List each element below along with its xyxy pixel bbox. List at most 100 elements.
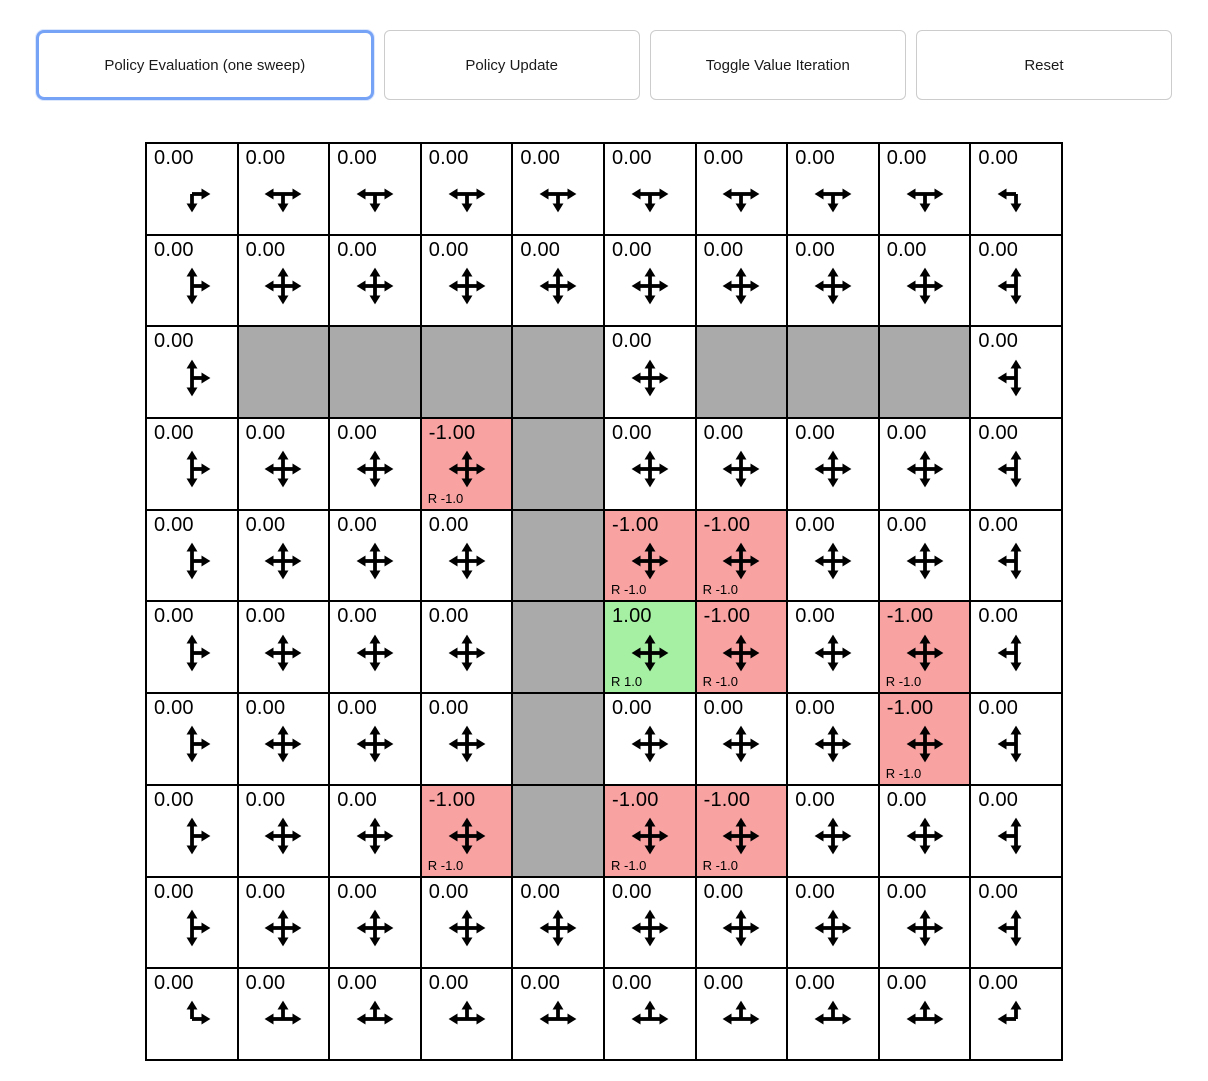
grid-cell-wall — [512, 509, 604, 602]
policy-arrows-icon — [906, 725, 943, 763]
cell-value: 0.00 — [245, 972, 286, 995]
grid-cell: 0.00 — [878, 968, 971, 1060]
cell-value: 0.00 — [611, 330, 652, 353]
cell-value: 0.00 — [520, 880, 561, 903]
grid-cell: 0.00 — [146, 968, 238, 1060]
grid-cell: 0.00 — [237, 784, 330, 877]
grid-cell: -1.00 R -1.0 — [878, 601, 971, 694]
cell-reward: R -1.0 — [610, 582, 647, 598]
policy-arrows-icon — [448, 542, 485, 580]
policy-arrows-icon — [356, 909, 394, 947]
cell-value: 0.00 — [245, 513, 286, 536]
grid-cell: -1.00 R -1.0 — [420, 418, 513, 510]
reset-button[interactable]: Reset — [915, 30, 1172, 100]
grid-cell: 0.00 — [970, 968, 1062, 1060]
policy-arrows-icon — [906, 188, 943, 213]
policy-arrows-icon — [906, 1001, 943, 1025]
cell-value: 0.00 — [703, 422, 744, 445]
cell-value: 0.00 — [611, 972, 652, 995]
grid-cell: -1.00 R -1.0 — [695, 601, 788, 694]
policy-arrows-icon — [264, 634, 302, 672]
cell-value: 0.00 — [154, 972, 194, 995]
policy-arrows-icon — [448, 1001, 485, 1025]
grid-cell: 0.00 — [329, 876, 421, 969]
policy-arrows-icon — [722, 1001, 760, 1025]
toggle-value-iteration-button[interactable]: Toggle Value Iteration — [649, 30, 906, 100]
cell-value: 0.00 — [428, 697, 469, 720]
cell-value: 0.00 — [154, 605, 194, 628]
cell-value: 0.00 — [795, 147, 835, 169]
grid-cell: 0.00 — [787, 509, 879, 602]
cell-value: 0.00 — [245, 788, 286, 811]
cell-value: 0.00 — [245, 422, 286, 445]
grid-cell-wall — [512, 784, 604, 877]
cell-value: 0.00 — [611, 697, 652, 720]
policy-arrows-icon — [356, 725, 394, 763]
cell-value: 0.00 — [886, 422, 927, 445]
policy-arrows-icon — [906, 817, 943, 855]
cell-value: 0.00 — [795, 422, 835, 445]
cell-value: 0.00 — [978, 147, 1019, 169]
grid-cell: -1.00 R -1.0 — [603, 509, 696, 602]
cell-reward: R -1.0 — [885, 765, 922, 781]
grid-cell: 0.00 — [603, 693, 696, 785]
cell-reward: R -1.0 — [427, 490, 464, 506]
policy-arrows-icon — [722, 267, 760, 305]
cell-value: 0.00 — [520, 238, 561, 261]
policy-arrows-icon — [997, 1001, 1022, 1025]
policy-arrows-icon — [356, 188, 394, 213]
cell-value: 0.00 — [337, 513, 377, 536]
grid-cell: 0.00 — [420, 234, 513, 327]
policy-arrows-icon — [356, 267, 394, 305]
policy-arrows-icon — [186, 188, 211, 213]
cell-reward: R -1.0 — [427, 857, 464, 873]
policy-arrows-icon — [186, 1001, 211, 1025]
policy-arrows-icon — [722, 450, 760, 488]
policy-arrows-icon — [448, 450, 485, 488]
grid-cell: 0.00 — [878, 876, 971, 969]
toolbar: Policy Evaluation (one sweep) Policy Upd… — [0, 0, 1208, 100]
policy-arrows-icon — [814, 909, 852, 947]
policy-arrows-icon — [186, 450, 211, 488]
cell-reward: R -1.0 — [702, 674, 738, 690]
policy-arrows-icon — [631, 817, 669, 855]
policy-arrows-icon — [814, 542, 852, 580]
policy-arrows-icon — [264, 267, 302, 305]
policy-arrows-icon — [264, 188, 302, 213]
cell-value: 0.00 — [978, 697, 1019, 720]
cell-value: 0.00 — [428, 605, 469, 628]
grid-cell-wall — [512, 326, 604, 419]
grid-cell: 0.00 — [420, 876, 513, 969]
cell-value: 0.00 — [978, 880, 1019, 903]
grid-cell-wall — [420, 326, 513, 419]
policy-arrows-icon — [539, 267, 577, 305]
grid-cell: 0.00 — [329, 509, 421, 602]
policy-arrows-icon — [186, 359, 211, 396]
policy-arrows-icon — [906, 909, 943, 947]
policy-arrows-icon — [722, 188, 760, 213]
policy-evaluation-button[interactable]: Policy Evaluation (one sweep) — [36, 30, 374, 100]
grid-cell: 0.00 — [420, 143, 513, 235]
cell-value: 0.00 — [978, 788, 1019, 811]
grid-cell: 0.00 — [603, 968, 696, 1060]
policy-arrows-icon — [997, 542, 1022, 580]
policy-arrows-icon — [631, 634, 669, 672]
grid-cell: 0.00 — [695, 234, 788, 327]
policy-arrows-icon — [814, 267, 852, 305]
policy-arrows-icon — [997, 359, 1022, 396]
grid-cell: 0.00 — [237, 509, 330, 602]
policy-arrows-icon — [631, 188, 669, 213]
cell-value: 0.00 — [337, 147, 377, 169]
policy-arrows-icon — [539, 1001, 577, 1025]
cell-value: 0.00 — [703, 972, 744, 995]
policy-arrows-icon — [186, 542, 211, 580]
policy-arrows-icon — [448, 817, 485, 855]
policy-update-button[interactable]: Policy Update — [383, 30, 640, 100]
grid-cell: -1.00 R -1.0 — [695, 509, 788, 602]
policy-arrows-icon — [264, 909, 302, 947]
grid-cell-wall — [695, 326, 788, 419]
grid-cell: 0.00 — [512, 876, 604, 969]
cell-value: -1.00 — [703, 513, 751, 536]
grid-cell: 0.00 — [146, 601, 238, 694]
cell-value: 0.00 — [978, 513, 1019, 536]
